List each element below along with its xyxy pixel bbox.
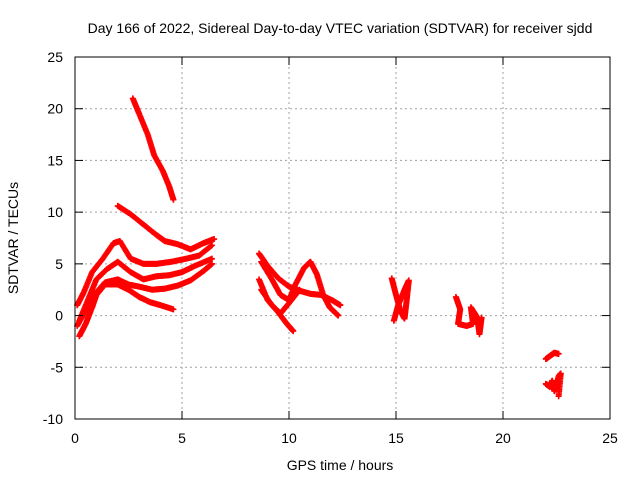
data-point bbox=[555, 393, 562, 400]
series-track-8 bbox=[258, 258, 342, 319]
series-track-14 bbox=[542, 370, 564, 400]
data-point bbox=[335, 312, 342, 319]
data-point bbox=[208, 255, 215, 262]
y-tick-label: -5 bbox=[51, 359, 64, 375]
data-point bbox=[390, 317, 397, 324]
chart-title: Day 166 of 2022, Sidereal Day-to-day VTE… bbox=[88, 20, 593, 36]
series-track-2 bbox=[114, 202, 218, 253]
axes: 0 5 10 15 20 25 -10 -5 0 5 10 15 20 25 bbox=[43, 49, 618, 446]
y-tick-label: -10 bbox=[43, 411, 63, 427]
data-point bbox=[290, 328, 297, 335]
series-track-11 bbox=[388, 275, 412, 324]
data-point bbox=[208, 242, 215, 249]
plot-frame bbox=[74, 56, 611, 420]
x-tick-label: 15 bbox=[388, 430, 404, 446]
data-point bbox=[170, 196, 177, 203]
x-tick-label: 25 bbox=[602, 430, 618, 446]
data-point bbox=[337, 302, 344, 309]
data-point bbox=[211, 236, 218, 243]
x-tick-label: 10 bbox=[281, 430, 297, 446]
y-axis-label: SDTVAR / TECUs bbox=[5, 182, 21, 294]
y-tick-label: 20 bbox=[47, 101, 63, 117]
y-tick-label: 25 bbox=[47, 49, 63, 65]
series-track-3 bbox=[74, 238, 215, 309]
y-tick-label: 5 bbox=[55, 256, 63, 272]
x-axis-label: GPS time / hours bbox=[287, 457, 394, 473]
series-track-10 bbox=[258, 286, 303, 317]
y-tick-label: 10 bbox=[47, 204, 63, 220]
grid-lines bbox=[75, 57, 610, 419]
y-tick-label: 0 bbox=[55, 308, 63, 324]
y-tick-label: 15 bbox=[47, 152, 63, 168]
x-tick-label: 0 bbox=[71, 430, 79, 446]
data-point bbox=[170, 306, 177, 313]
x-tick-label: 5 bbox=[178, 430, 186, 446]
data-point bbox=[208, 260, 215, 267]
series-track-13 bbox=[542, 349, 562, 363]
series-track-12 bbox=[452, 293, 485, 338]
data-point bbox=[478, 314, 485, 321]
series-track-1 bbox=[129, 95, 177, 203]
series-track-6 bbox=[76, 281, 177, 340]
x-tick-label: 20 bbox=[495, 430, 511, 446]
data-point bbox=[555, 350, 562, 357]
data-point bbox=[296, 286, 303, 293]
data-markers bbox=[74, 95, 564, 400]
